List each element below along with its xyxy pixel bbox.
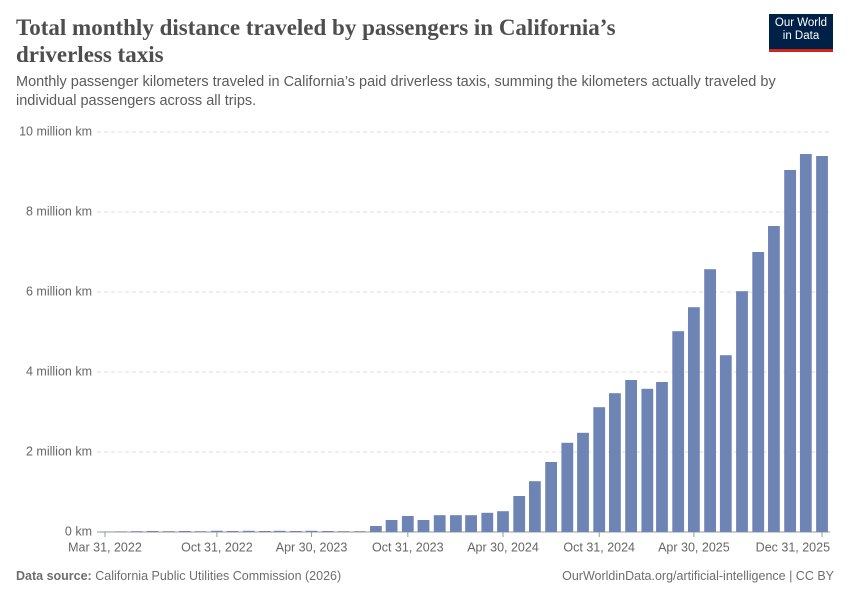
bar — [305, 530, 318, 532]
bar — [656, 382, 668, 532]
x-tick-label: Apr 30, 2025 — [658, 540, 730, 554]
source-line: Data source: California Public Utilities… — [16, 569, 341, 583]
bar — [609, 393, 621, 532]
bar — [593, 407, 606, 532]
logo[interactable]: Our World in Data — [769, 14, 833, 52]
x-tick-label: Dec 31, 2025 — [756, 540, 830, 554]
bar — [242, 530, 255, 532]
bar — [687, 307, 700, 532]
bar — [353, 531, 366, 532]
bar — [433, 515, 446, 532]
bar — [210, 530, 223, 532]
source-label: Data source: — [16, 569, 92, 583]
y-tick-label: 2 million km — [26, 444, 92, 458]
bar — [816, 156, 828, 532]
x-tick-label: Apr 30, 2024 — [467, 540, 539, 554]
x-tick-label: Apr 30, 2023 — [276, 540, 348, 554]
bar — [321, 531, 334, 532]
url[interactable]: OurWorldinData.org/artificial-intelligen… — [562, 569, 834, 583]
bar — [146, 531, 159, 532]
y-tick-label: 0 km — [65, 524, 92, 538]
bar — [577, 432, 589, 532]
bar — [194, 531, 207, 532]
y-tick-label: 6 million km — [26, 284, 92, 298]
bar — [719, 355, 732, 532]
bar — [289, 531, 302, 532]
bar — [545, 462, 558, 532]
bar — [784, 170, 797, 532]
bar — [162, 531, 175, 532]
bar — [385, 520, 398, 532]
bar — [259, 531, 271, 532]
y-tick-label: 4 million km — [26, 364, 92, 378]
bar — [337, 531, 350, 532]
bar — [417, 520, 430, 532]
y-tick-label: 10 million km — [19, 124, 92, 138]
bar — [561, 442, 574, 532]
bar — [401, 516, 414, 532]
bar — [768, 226, 780, 532]
bar — [450, 515, 462, 532]
bar — [799, 154, 812, 532]
bar — [114, 531, 127, 532]
x-tick-label: Mar 31, 2022 — [68, 540, 142, 554]
bar — [226, 531, 239, 532]
x-tick-label: Oct 31, 2022 — [181, 540, 253, 554]
y-tick-label: 8 million km — [26, 204, 92, 218]
chart-subtitle: Monthly passenger kilometers traveled in… — [16, 74, 776, 109]
x-tick-label: Oct 31, 2023 — [372, 540, 444, 554]
chart-title: Total monthly distance traveled by passe… — [16, 15, 616, 67]
bar — [513, 496, 526, 532]
bar — [179, 531, 191, 532]
source: California Public Utilities Commission (… — [95, 569, 342, 583]
bar — [497, 511, 509, 532]
x-tick-label: Oct 31, 2024 — [563, 540, 635, 554]
bar — [672, 331, 685, 532]
bar — [130, 531, 143, 532]
bar — [704, 269, 717, 532]
bar — [641, 388, 654, 532]
bar — [481, 512, 494, 532]
bar — [752, 252, 765, 532]
bar — [625, 380, 638, 532]
bar — [528, 481, 541, 532]
bar — [369, 526, 382, 532]
bar — [736, 291, 748, 532]
bar — [465, 515, 477, 532]
bar — [273, 530, 286, 532]
